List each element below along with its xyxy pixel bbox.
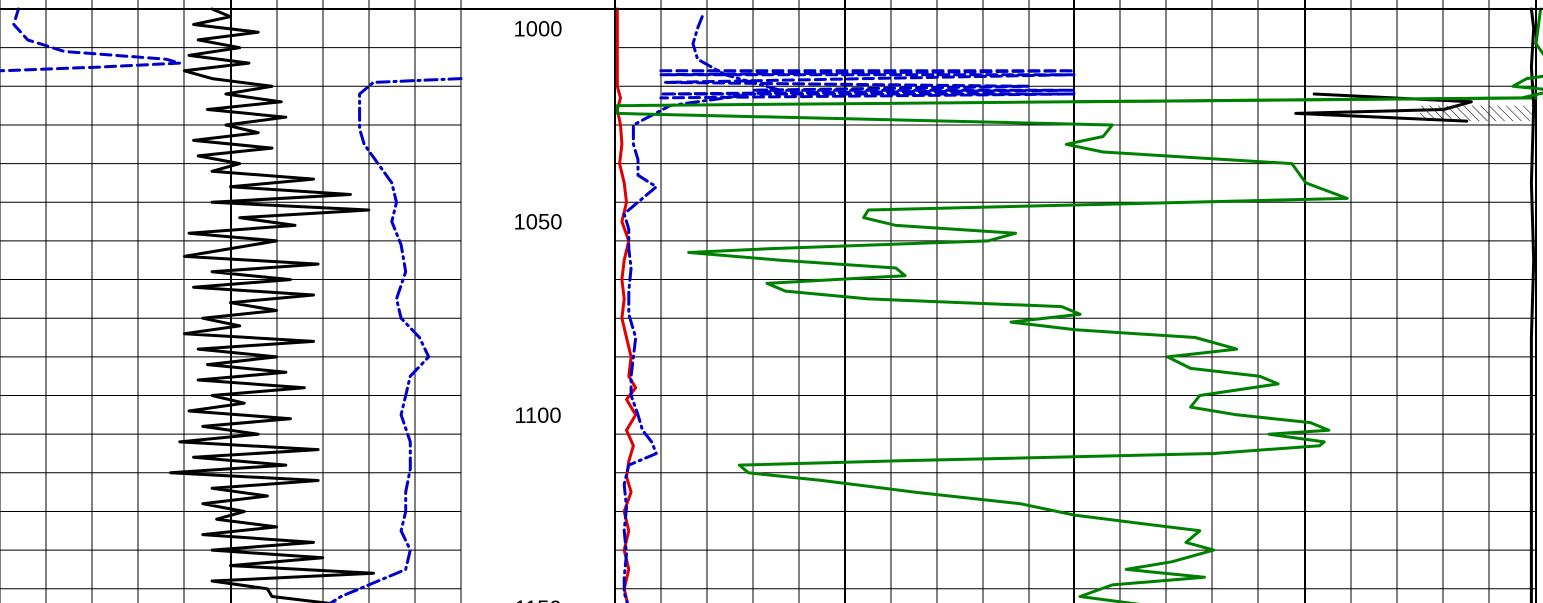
track-2-series-3 <box>615 96 1538 603</box>
track-3-curves <box>1072 7 1543 603</box>
track-3-series-3 <box>1072 7 1543 104</box>
track-1-curves <box>0 7 463 603</box>
depth-tick-label-2: 1100 <box>514 403 561 428</box>
depth-tick-label-1: 1050 <box>514 210 563 235</box>
track-1-series-3 <box>327 77 463 603</box>
track-1-series-1 <box>169 7 375 603</box>
track-3-grid <box>1073 0 1537 603</box>
depth-tick-label-0: 1000 <box>514 16 563 41</box>
track-2-series-2 <box>622 15 782 603</box>
depth-axis: 1000 1050 1100 1150 <box>514 16 563 603</box>
track-2-series-4 <box>659 69 1076 100</box>
track-2-curves <box>615 7 1538 603</box>
depth-tick-label-3: 1150 <box>514 596 561 603</box>
track-1-series-2 <box>0 7 182 73</box>
track-3-series-2 <box>1529 7 1536 603</box>
